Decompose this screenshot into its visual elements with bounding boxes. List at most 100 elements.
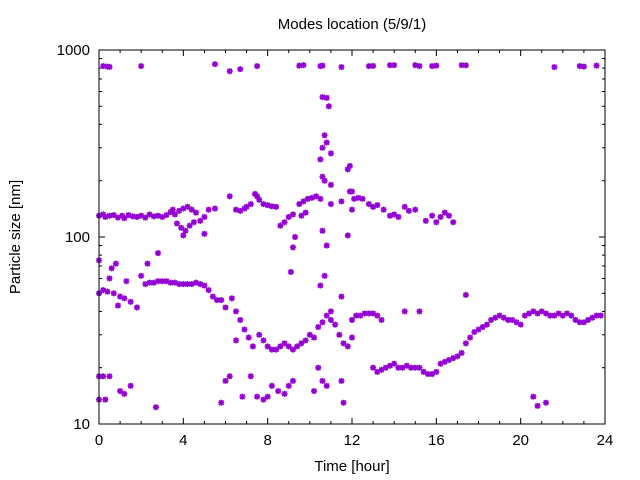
data-point [106,373,113,380]
data-point [281,390,288,397]
data-point [159,278,166,285]
data-point [104,288,111,295]
data-point [260,396,267,403]
data-point [475,326,482,333]
data-point [178,224,185,231]
data-point [349,188,355,195]
data-point [378,316,385,323]
data-point [344,232,351,239]
data-point [551,312,558,319]
data-point [323,382,330,389]
data-point [319,144,326,151]
data-point [374,202,381,209]
data-point [110,290,117,297]
y-tick-label: 10 [73,416,90,433]
data-point [100,63,107,70]
data-point [568,312,575,319]
data-point [233,206,240,213]
data-point [150,213,157,220]
data-point [138,63,145,70]
data-point [332,321,339,328]
data-point [488,316,495,323]
tick-labels: 0 4 8 12 16 20 24 10 100 1000 [57,42,614,449]
data-point [127,382,134,389]
data-point [589,314,596,321]
data-point [214,297,221,304]
data-point [311,334,318,341]
data-point [296,62,303,69]
data-point [338,377,345,384]
data-point [319,319,326,326]
data-point [245,334,252,341]
data-point [357,312,364,319]
data-point [108,265,115,272]
data-point [401,203,408,210]
data-point [338,198,345,205]
data-point [150,279,157,286]
data-point [370,203,377,210]
data-point [450,355,457,362]
data-point [450,219,457,226]
y-tick-label: 1000 [57,42,90,59]
data-point [171,279,178,286]
data-point [119,212,126,219]
data-point [117,388,124,395]
data-point [268,203,275,210]
data-point [395,364,402,371]
data-point [496,312,503,319]
data-point [319,377,326,384]
data-point [399,364,406,371]
data-point [226,373,233,380]
data-point [264,202,271,209]
data-point [146,211,153,218]
data-point [380,206,387,213]
x-tick-label: 0 [95,432,103,449]
data-point [201,230,208,237]
data-point [458,349,465,356]
data-point [268,382,275,389]
data-point [218,297,225,304]
data-point [422,217,429,224]
data-point [317,282,324,289]
data-point [505,316,512,323]
data-point [513,319,520,326]
data-point [321,272,328,279]
data-point [237,66,244,73]
y-tick-label: 100 [65,229,90,246]
data-point [197,281,204,288]
data-point [454,353,461,360]
data-point [325,103,332,110]
data-point [247,373,254,380]
data-point [218,399,225,406]
data-point [323,312,330,319]
data-point [479,324,486,331]
data-point [163,278,170,285]
data-point [351,195,358,202]
data-point [323,94,330,101]
data-point [289,211,296,218]
data-point [285,213,292,220]
data-point [349,316,355,323]
data-point [106,212,113,219]
data-point [462,62,469,69]
data-point [597,312,604,319]
data-point [127,298,134,305]
data-point [424,371,431,378]
data-point [433,219,440,226]
data-point [319,227,326,234]
data-point [260,201,267,208]
data-point [492,314,499,321]
data-point [117,293,124,300]
data-point [542,399,549,406]
data-point [289,377,296,384]
data-point [349,334,355,341]
data-point [192,279,199,286]
data-points [96,61,604,411]
data-point [467,334,474,341]
data-point [302,209,309,216]
data-point [386,362,393,369]
data-point [317,156,324,163]
data-point [437,360,444,367]
data-point [125,212,132,219]
data-point [542,310,549,317]
